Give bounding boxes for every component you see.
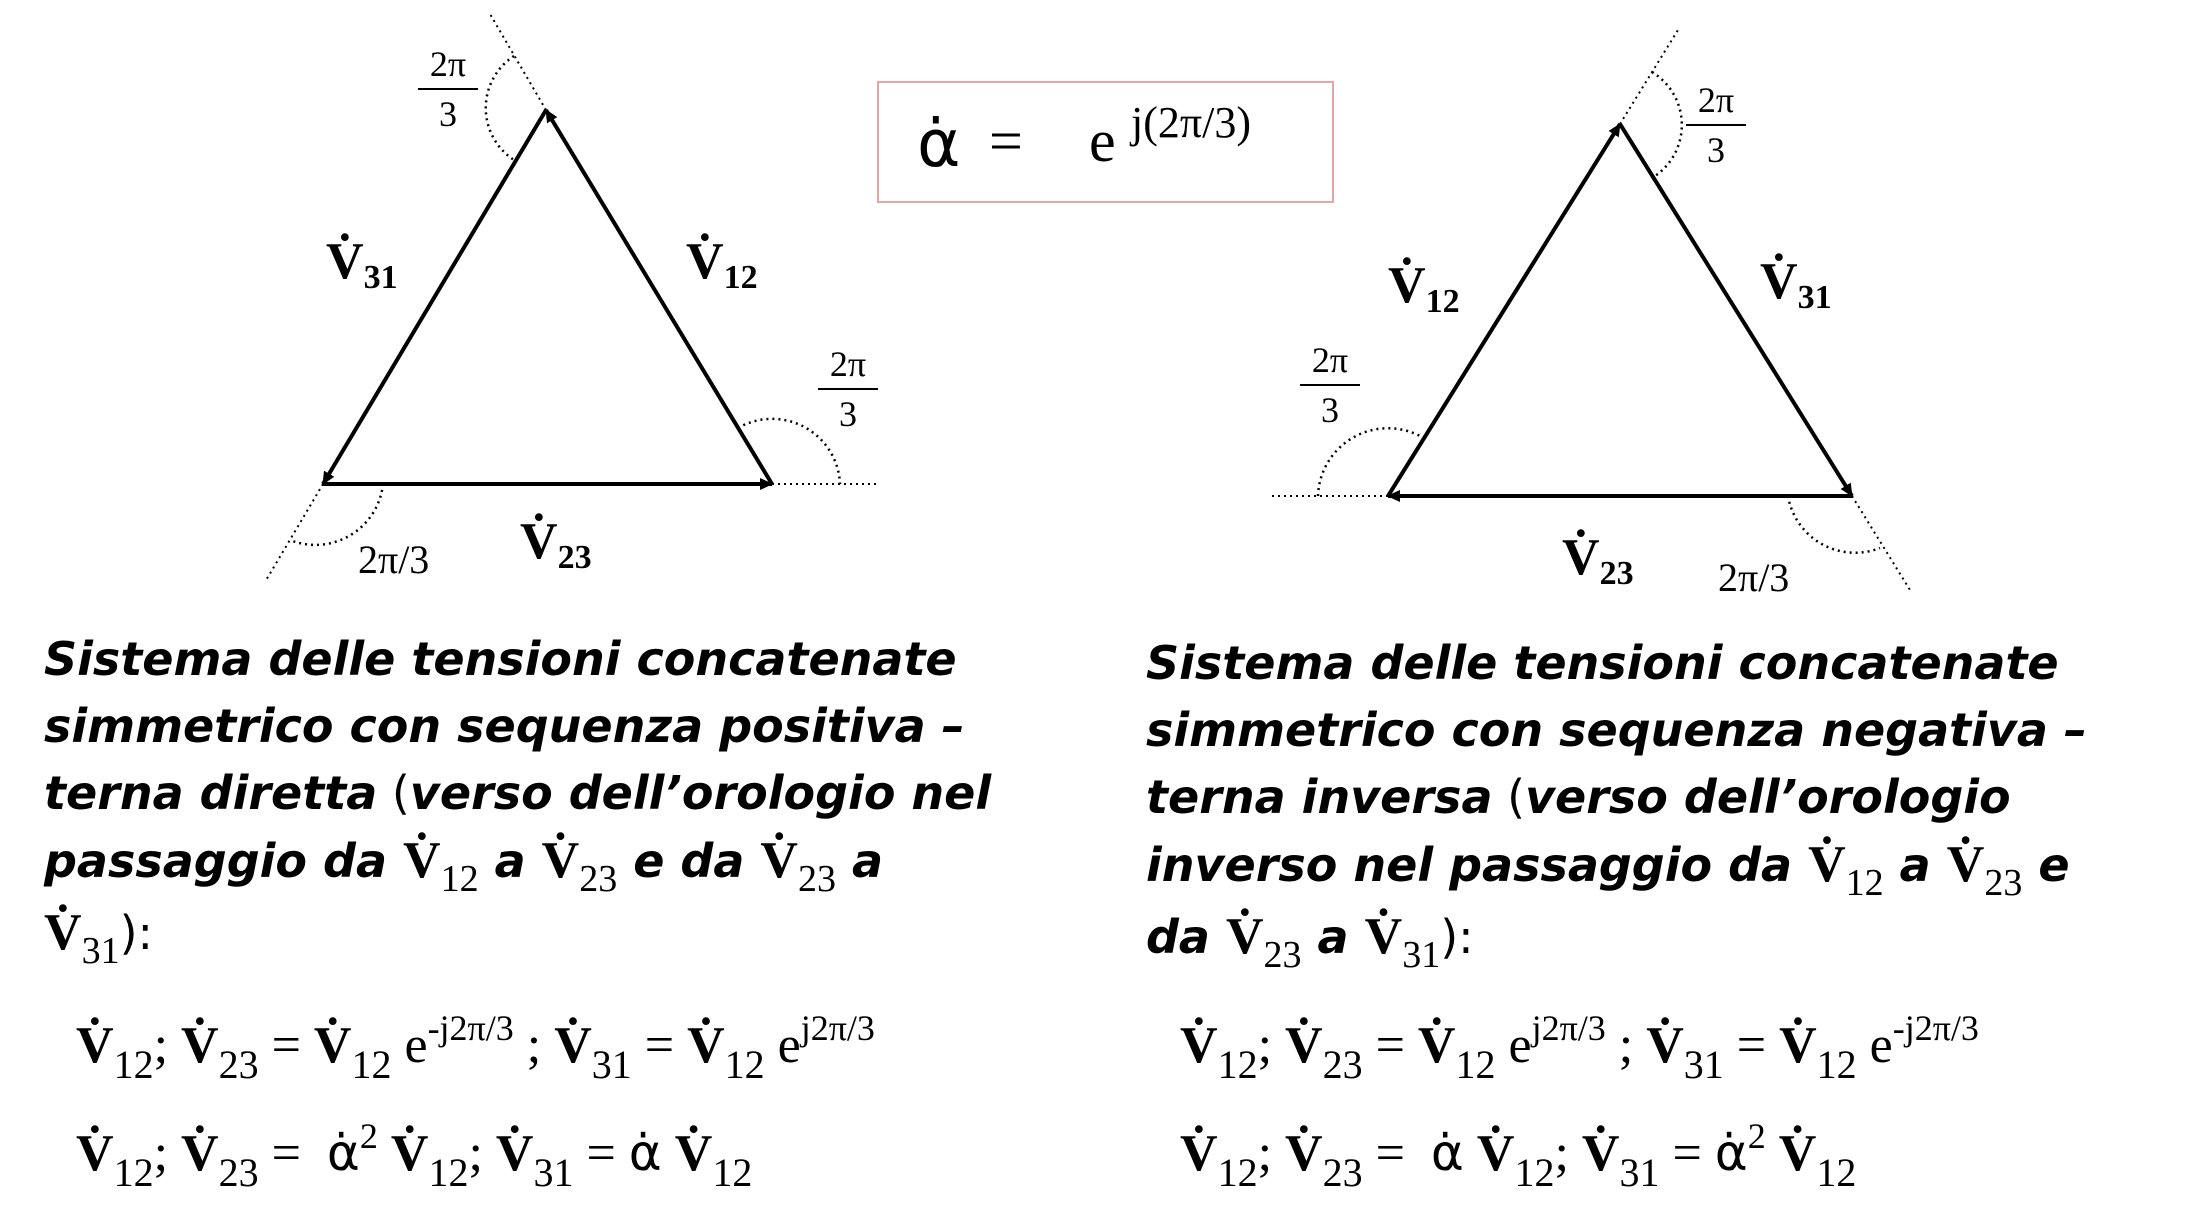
left-arc-top [484,54,515,162]
alpha-definition-box: α̇ = e j(2π/3) [877,81,1334,203]
left-caption-line2: simmetrico con sequenza positiva – [44,699,965,753]
left-caption-line5: V̇31): [44,904,154,972]
alpha-symbol: α̇ [917,105,961,182]
left-label-v31: V̇31 [326,233,398,296]
left-formula-2: V̇12; V̇23 = α̇2 V̇12; V̇31 = α̇ V̇12 [76,1116,753,1195]
alpha-exponent: j(2π/3) [1131,98,1251,147]
right-caption-line4: inverso nel passaggio da V̇12 a V̇23 e [1146,836,2070,904]
right-label-v23: V̇23 [1562,529,1634,592]
left-triangle [264,13,880,583]
left-caption-line4: passaggio da V̇12 a V̇23 e da V̇23 a [44,832,884,900]
right-ext-top [1619,29,1679,125]
right-label-v12: V̇12 [1388,257,1460,320]
right-formula-1: V̇12; V̇23 = V̇12 ej2π/3 ; V̇31 = V̇12 e… [1180,1008,1979,1087]
left-caption: Sistema delle tensioni concatenate simme… [44,626,992,972]
right-angle-bottom: 2π/3 [1718,555,1790,600]
left-formula-1: V̇12; V̇23 = V̇12 e-j2π/3 ; V̇31 = V̇12 … [76,1008,875,1087]
left-caption-line1: Sistema delle tensioni concatenate [44,632,957,686]
right-angle-top: 2π 3 [1686,76,1746,174]
right-angle-left: 2π 3 [1300,336,1360,434]
right-caption-line2: simmetrico con sequenza negativa – [1146,703,2087,757]
right-label-v31: V̇31 [1760,253,1832,316]
left-angle-top: 2π 3 [418,40,478,138]
right-ext-bottom [1851,495,1911,591]
right-caption: Sistema delle tensioni concatenate simme… [1146,630,2087,976]
alpha-base: e [1089,108,1116,174]
right-arc-bottom [1786,495,1881,554]
left-ext-bottom [264,483,324,583]
left-arc-bottom [289,483,385,547]
right-v31-arrow [1618,122,1854,498]
left-v31-arrow [321,108,548,486]
left-arc-right [737,417,842,485]
right-caption-line1: Sistema delle tensioni concatenate [1146,636,2059,690]
right-v12-arrow [1386,122,1622,498]
right-triangle [1272,29,1911,591]
left-v12-arrow [544,108,774,486]
left-ext-top [489,13,547,111]
left-angle-right: 2π 3 [818,340,878,438]
right-caption-line5: da V̇23 a V̇31): [1146,908,1474,976]
left-angle-bottom: 2π/3 [358,537,430,582]
right-caption-line3: terna inversa (verso dell’orologio [1146,770,2011,824]
left-label-v23: V̇23 [520,513,592,576]
right-formula-2: V̇12; V̇23 = α̇ V̇12; V̇31 = α̇2 V̇12 [1180,1116,1857,1195]
right-arc-left [1316,426,1421,497]
right-arc-top [1651,70,1684,180]
left-caption-line3: terna diretta (verso dell’orologio nel [44,766,992,820]
alpha-equals: = [989,108,1023,174]
left-label-v12: V̇12 [686,233,758,296]
